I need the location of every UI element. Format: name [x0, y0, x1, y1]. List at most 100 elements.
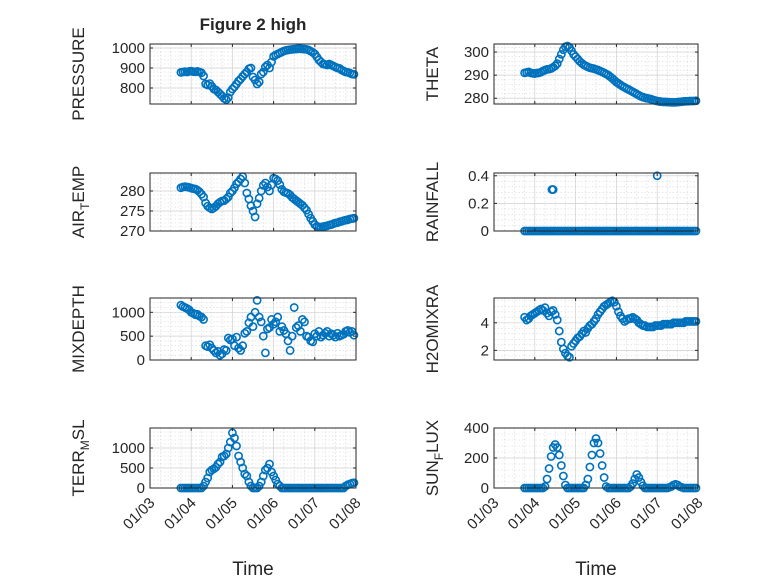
y-tick-label: 0: [481, 480, 489, 497]
data-point: [589, 438, 599, 448]
data-point: [252, 79, 262, 89]
y-tick-label: 400: [464, 420, 489, 437]
data-point: [599, 473, 609, 482]
y-tick-label: 500: [120, 328, 145, 345]
data-point: [591, 434, 601, 443]
y-axis-label-part: LUX: [423, 420, 442, 453]
data-point: [691, 317, 701, 326]
data-point: [540, 303, 550, 313]
x-tick-label: 01/06: [586, 494, 625, 533]
data-point: [293, 321, 303, 331]
data-point: [556, 49, 566, 59]
data-point: [219, 451, 229, 461]
panel-rainfall: 0 0.2 0.4 RAINFALL: [423, 162, 701, 242]
y-tick-label: 0: [137, 480, 145, 497]
x-tick-label: 01/03: [464, 494, 503, 533]
data-point: [213, 459, 223, 469]
data-point: [269, 319, 278, 329]
data-point: [221, 95, 231, 104]
data-point: [246, 63, 256, 73]
y-tick-label: 900: [120, 60, 145, 77]
panel-air-temp: 270 275 280 AIRTEMP: [69, 166, 359, 240]
x-tick-label: 01/06: [244, 494, 283, 533]
y-tick-label: 0: [137, 352, 145, 369]
data-point: [614, 307, 623, 317]
data-point: [287, 331, 297, 341]
data-point: [585, 462, 595, 472]
y-axis-label-subscript: M: [78, 440, 92, 450]
panel-pressure: 800 900 1000 PRESSURE Figure 2 high: [69, 15, 359, 121]
data-point: [236, 346, 246, 355]
x-tick-label: 01/08: [326, 494, 365, 533]
y-tick-label: 1000: [112, 40, 145, 57]
data-point: [258, 67, 268, 77]
data-point: [221, 346, 231, 355]
data-point: [209, 346, 219, 355]
data-point: [556, 461, 566, 470]
data-point: [581, 328, 591, 337]
x-tick-label: 01/03: [120, 494, 159, 533]
panel-mixdepth: 0 500 1000 MIXDEPTH: [69, 285, 359, 373]
data-point: [221, 194, 231, 204]
x-tick-label: 01/07: [627, 494, 666, 533]
y-tick-label: 4: [481, 315, 489, 332]
data-point: [195, 187, 204, 197]
data-point: [240, 178, 250, 188]
x-tick-label: 01/05: [202, 494, 241, 533]
y-tick-label: 800: [120, 80, 145, 97]
data-point: [260, 348, 270, 358]
data-point: [232, 332, 241, 342]
data-point: [289, 303, 299, 312]
y-axis-label: AIRTEMP: [69, 166, 92, 239]
y-tick-label: 0.2: [468, 195, 489, 212]
data-point: [250, 212, 260, 222]
data-point: [550, 61, 560, 71]
x-axis-label: Time: [232, 559, 274, 580]
axes-frame: [149, 297, 357, 361]
data-point: [558, 344, 568, 354]
y-axis-label: THETA: [423, 46, 442, 101]
data-point: [199, 315, 208, 324]
data-point: [628, 479, 638, 488]
data-point: [199, 71, 208, 81]
data-point: [349, 478, 359, 488]
data-point: [225, 188, 235, 198]
data-point: [223, 93, 233, 102]
data-point: [275, 180, 285, 189]
data-point: [242, 326, 252, 336]
x-tick-label: 01/04: [161, 494, 200, 533]
x-tick-label: 01/07: [285, 494, 324, 533]
series-markers: [176, 428, 359, 493]
data-point: [265, 459, 274, 469]
data-point: [260, 62, 270, 72]
chart-title: Figure 2 high: [200, 15, 307, 34]
data-point: [254, 77, 264, 87]
y-tick-label: 280: [464, 90, 489, 107]
y-tick-label: 300: [464, 44, 489, 61]
data-point: [544, 311, 554, 321]
panel-sun-flux: 0 200 400 01/03 01/04 01/05 01/06 01/07 01/08 Tim…: [423, 420, 706, 580]
data-point: [552, 315, 562, 325]
axes-background: [149, 427, 357, 489]
data-point: [197, 312, 206, 322]
data-point: [552, 443, 562, 452]
data-point: [554, 326, 564, 336]
data-point: [273, 312, 283, 322]
y-tick-label: 270: [120, 223, 145, 240]
y-axis-label: PRESSURE: [69, 27, 88, 121]
data-point: [548, 185, 558, 194]
data-point: [215, 457, 225, 467]
y-tick-label: 0.4: [468, 168, 489, 185]
y-tick-label: 280: [120, 183, 145, 200]
data-point: [597, 461, 607, 470]
y-axis-label-part: SUN: [423, 460, 442, 496]
y-axis-label-part: AIR: [69, 210, 88, 238]
data-point: [595, 449, 605, 458]
axes-frame: [149, 172, 357, 232]
y-axis-label-part: TERR: [69, 450, 88, 496]
y-axis-label: SUNFLUX: [423, 420, 446, 496]
y-axis-label: H2OMIXRA: [423, 284, 442, 373]
data-point: [558, 471, 568, 481]
data-point: [550, 310, 560, 319]
data-point: [271, 317, 281, 327]
